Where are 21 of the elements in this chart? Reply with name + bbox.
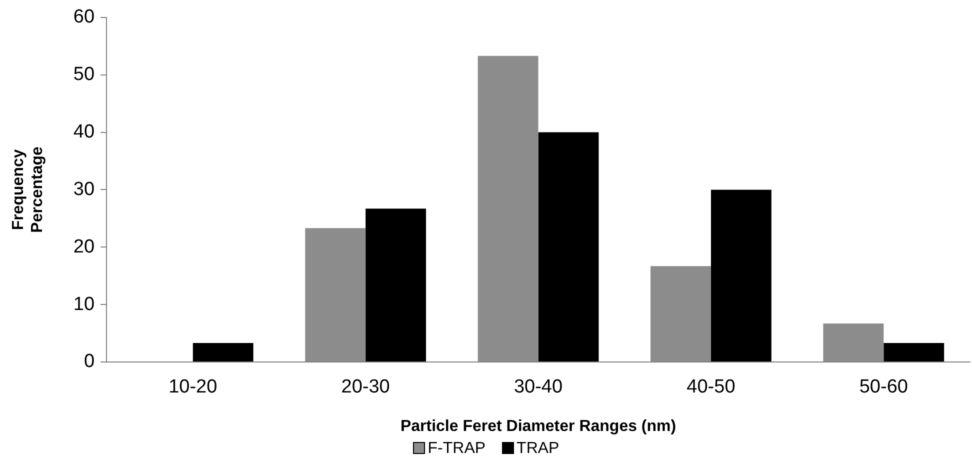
x-tick-label: 10-20 [168,376,218,398]
x-tick-label: 30-40 [514,376,563,398]
x-tick-label: 40-50 [686,376,736,398]
y-tick-label: 30 [73,178,95,200]
x-axis-title: Particle Feret Diameter Ranges (nm) [400,418,676,435]
y-tick-label: 20 [73,236,95,258]
y-tick-label: 50 [73,64,95,86]
x-tick-label: 50-60 [859,376,908,398]
bar [538,132,599,362]
y-tick-label: 60 [73,6,95,28]
bar [192,343,254,362]
y-axis-title: Frequency Percentage [10,146,46,233]
legend-label: TRAP [516,440,560,458]
y-tick-label: 0 [84,351,95,372]
x-tick-label: 20-30 [341,376,390,398]
bar [884,343,944,362]
legend-label: F-TRAP [426,440,486,458]
bar [366,208,426,362]
bar [710,190,772,362]
y-tick-label: 10 [73,294,95,315]
y-tick-label: 40 [73,122,95,142]
